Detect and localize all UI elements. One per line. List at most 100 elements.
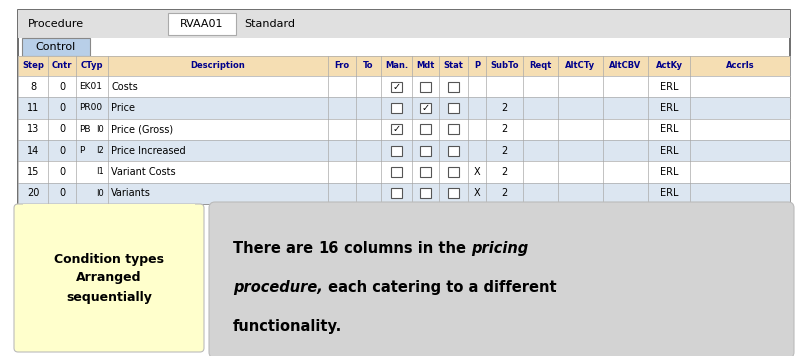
Bar (420, 103, 431, 113)
Text: ✓: ✓ (421, 103, 430, 113)
Text: ERL: ERL (660, 103, 678, 113)
Bar (448, 188, 459, 198)
Text: Procedure: Procedure (28, 19, 84, 29)
Bar (18, 10, 790, 38)
Text: Description: Description (191, 62, 245, 70)
Text: To: To (363, 62, 374, 70)
Text: PR00: PR00 (79, 104, 102, 112)
Bar (168, 13, 236, 35)
Text: Price (Gross): Price (Gross) (111, 124, 173, 134)
Text: X: X (474, 188, 480, 198)
Bar (18, 76, 790, 97)
Bar (18, 161, 790, 183)
Bar (420, 188, 431, 198)
Text: ✓: ✓ (392, 82, 400, 91)
Bar (18, 183, 790, 204)
FancyBboxPatch shape (14, 204, 204, 352)
Text: 20: 20 (26, 188, 39, 198)
Text: ERL: ERL (660, 146, 678, 156)
Text: 0: 0 (59, 124, 65, 134)
Text: CTyp: CTyp (81, 62, 103, 70)
Text: Mdt: Mdt (416, 62, 435, 70)
FancyBboxPatch shape (209, 202, 794, 356)
Text: ActKy: ActKy (655, 62, 683, 70)
Text: Condition types
Arranged
sequentially: Condition types Arranged sequentially (54, 252, 164, 304)
Text: Stat: Stat (444, 62, 464, 70)
Text: Costs: Costs (111, 82, 138, 91)
Text: columns in the: columns in the (338, 241, 471, 256)
Text: Control: Control (36, 42, 76, 52)
Text: P: P (79, 146, 84, 155)
Text: 2: 2 (501, 146, 508, 156)
Bar (420, 124, 431, 134)
Text: 0: 0 (59, 146, 65, 156)
Bar (18, 56, 790, 76)
Text: There are: There are (233, 241, 318, 256)
Text: 14: 14 (27, 146, 39, 156)
Text: Price: Price (111, 103, 135, 113)
Text: ✓: ✓ (392, 124, 400, 134)
Text: EK01: EK01 (79, 82, 102, 91)
Text: 2: 2 (501, 188, 508, 198)
Text: I0: I0 (96, 189, 103, 198)
Bar (420, 146, 431, 156)
Bar (448, 167, 459, 177)
Text: procedure,: procedure, (233, 280, 322, 295)
Bar (18, 119, 790, 140)
Text: Man.: Man. (385, 62, 408, 70)
Bar (391, 103, 402, 113)
Bar (18, 97, 790, 119)
Bar (391, 188, 402, 198)
Text: Standard: Standard (244, 19, 295, 29)
Text: 0: 0 (59, 188, 65, 198)
Text: Reqt: Reqt (529, 62, 552, 70)
Bar (448, 124, 459, 134)
Text: 0: 0 (59, 103, 65, 113)
Bar (22, 38, 90, 56)
Bar (448, 103, 459, 113)
Text: functionality.: functionality. (233, 319, 342, 334)
Text: X: X (474, 167, 480, 177)
Text: ERL: ERL (660, 124, 678, 134)
Text: ERL: ERL (660, 188, 678, 198)
Text: AltCBV: AltCBV (610, 62, 642, 70)
Text: SubTo: SubTo (490, 62, 519, 70)
Text: I2: I2 (96, 146, 103, 155)
Text: 11: 11 (27, 103, 39, 113)
Text: Variant Costs: Variant Costs (111, 167, 176, 177)
Bar (391, 82, 402, 91)
Text: P: P (474, 62, 480, 70)
Text: 15: 15 (26, 167, 39, 177)
Bar (420, 167, 431, 177)
Text: 8: 8 (30, 82, 36, 91)
Text: 2: 2 (501, 167, 508, 177)
Text: AltCTy: AltCTy (565, 62, 596, 70)
Polygon shape (90, 206, 130, 208)
Bar (448, 146, 459, 156)
Text: 0: 0 (59, 82, 65, 91)
Text: 13: 13 (27, 124, 39, 134)
Text: 2: 2 (501, 103, 508, 113)
Text: RVAA01: RVAA01 (180, 19, 224, 29)
Text: ERL: ERL (660, 82, 678, 91)
Text: I0: I0 (96, 125, 103, 134)
Text: Accrls: Accrls (726, 62, 755, 70)
Bar (391, 167, 402, 177)
Text: I1: I1 (96, 168, 103, 177)
Text: Cntr: Cntr (52, 62, 72, 70)
Text: ERL: ERL (660, 167, 678, 177)
Text: Step: Step (22, 62, 44, 70)
Bar (23, 204, 195, 210)
Text: 0: 0 (59, 167, 65, 177)
Text: Price Increased: Price Increased (111, 146, 185, 156)
Text: Variants: Variants (111, 188, 151, 198)
Text: 16: 16 (318, 241, 338, 256)
Text: each catering to a different: each catering to a different (322, 280, 557, 295)
Bar (18, 10, 790, 204)
Bar (18, 140, 790, 161)
Text: 2: 2 (501, 124, 508, 134)
Bar (448, 82, 459, 91)
Text: pricing: pricing (471, 241, 528, 256)
Text: Fro: Fro (334, 62, 350, 70)
Bar (391, 146, 402, 156)
